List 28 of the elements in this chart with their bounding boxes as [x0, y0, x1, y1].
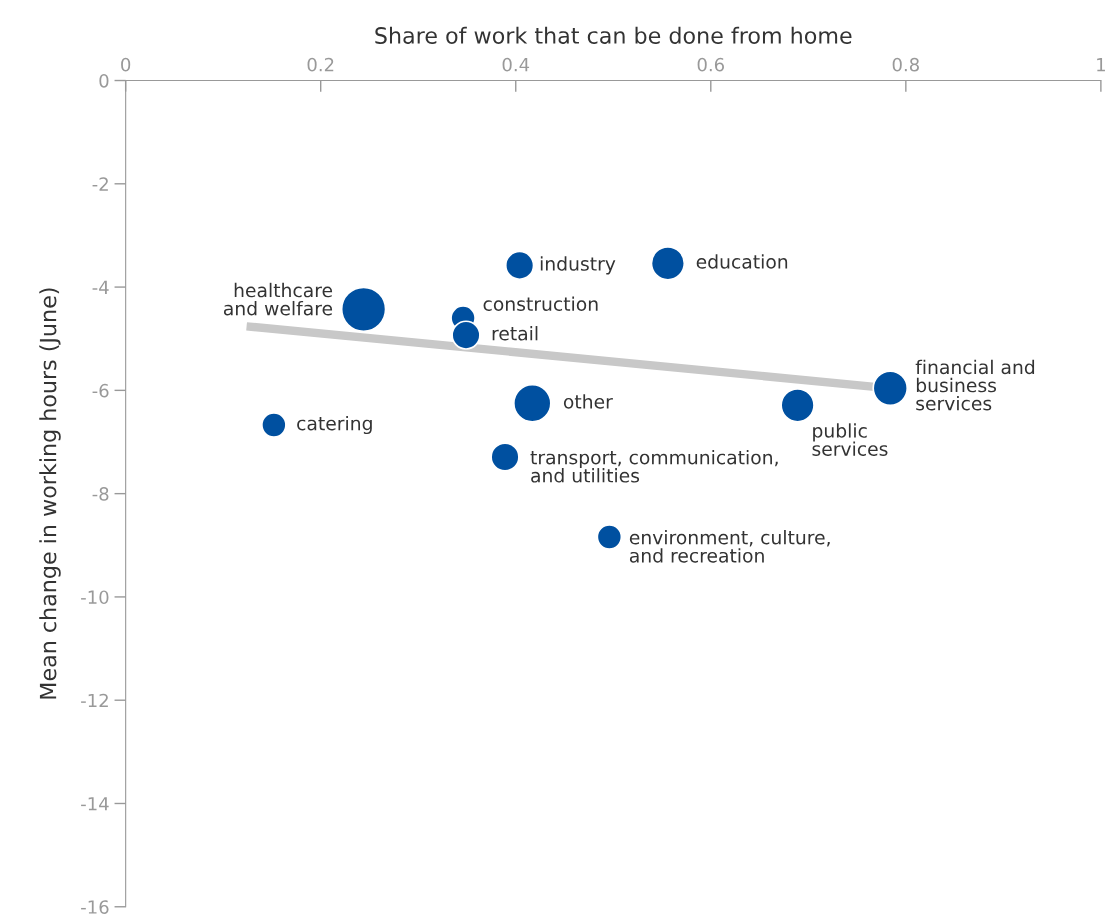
- y-tick-label: -10: [81, 590, 109, 605]
- y-tick-label: -4: [92, 280, 109, 294]
- y-tick-label: -2: [92, 177, 108, 191]
- x-tick-label: 0.8: [892, 57, 919, 72]
- y-tick-label: 0: [99, 73, 109, 88]
- y-tick-label: -16: [81, 900, 109, 914]
- x-tick-label: 0.6: [697, 57, 725, 72]
- annotation: catering: [297, 415, 372, 435]
- annotation: other: [563, 394, 613, 409]
- annotation: financial and business services: [915, 359, 1035, 411]
- annotation: environment, culture, and recreation: [629, 529, 830, 563]
- y-tick-label: -12: [81, 693, 108, 708]
- y-tick-label: -14: [81, 797, 109, 811]
- annotation: industry: [540, 256, 616, 275]
- x-tick-label: 0.2: [307, 57, 334, 72]
- y-axis-title: Mean change in working hours (June): [39, 288, 61, 699]
- annotation: construction: [483, 296, 598, 312]
- y-tick-label: -6: [92, 383, 109, 398]
- x-tick-label: 0: [121, 57, 131, 72]
- y-tick-label: -8: [92, 487, 109, 501]
- annotation: healthcare and welfare: [223, 282, 333, 316]
- annotation: transport, communication, and utilities: [530, 449, 778, 483]
- x-axis-title: Share of work that can be done from home: [375, 26, 852, 44]
- annotation: public services: [812, 423, 888, 456]
- x-tick-label: 0.4: [502, 57, 530, 72]
- x-tick-label: 1: [1097, 58, 1105, 72]
- annotation: education: [696, 254, 788, 269]
- annotation: retail: [492, 326, 538, 341]
